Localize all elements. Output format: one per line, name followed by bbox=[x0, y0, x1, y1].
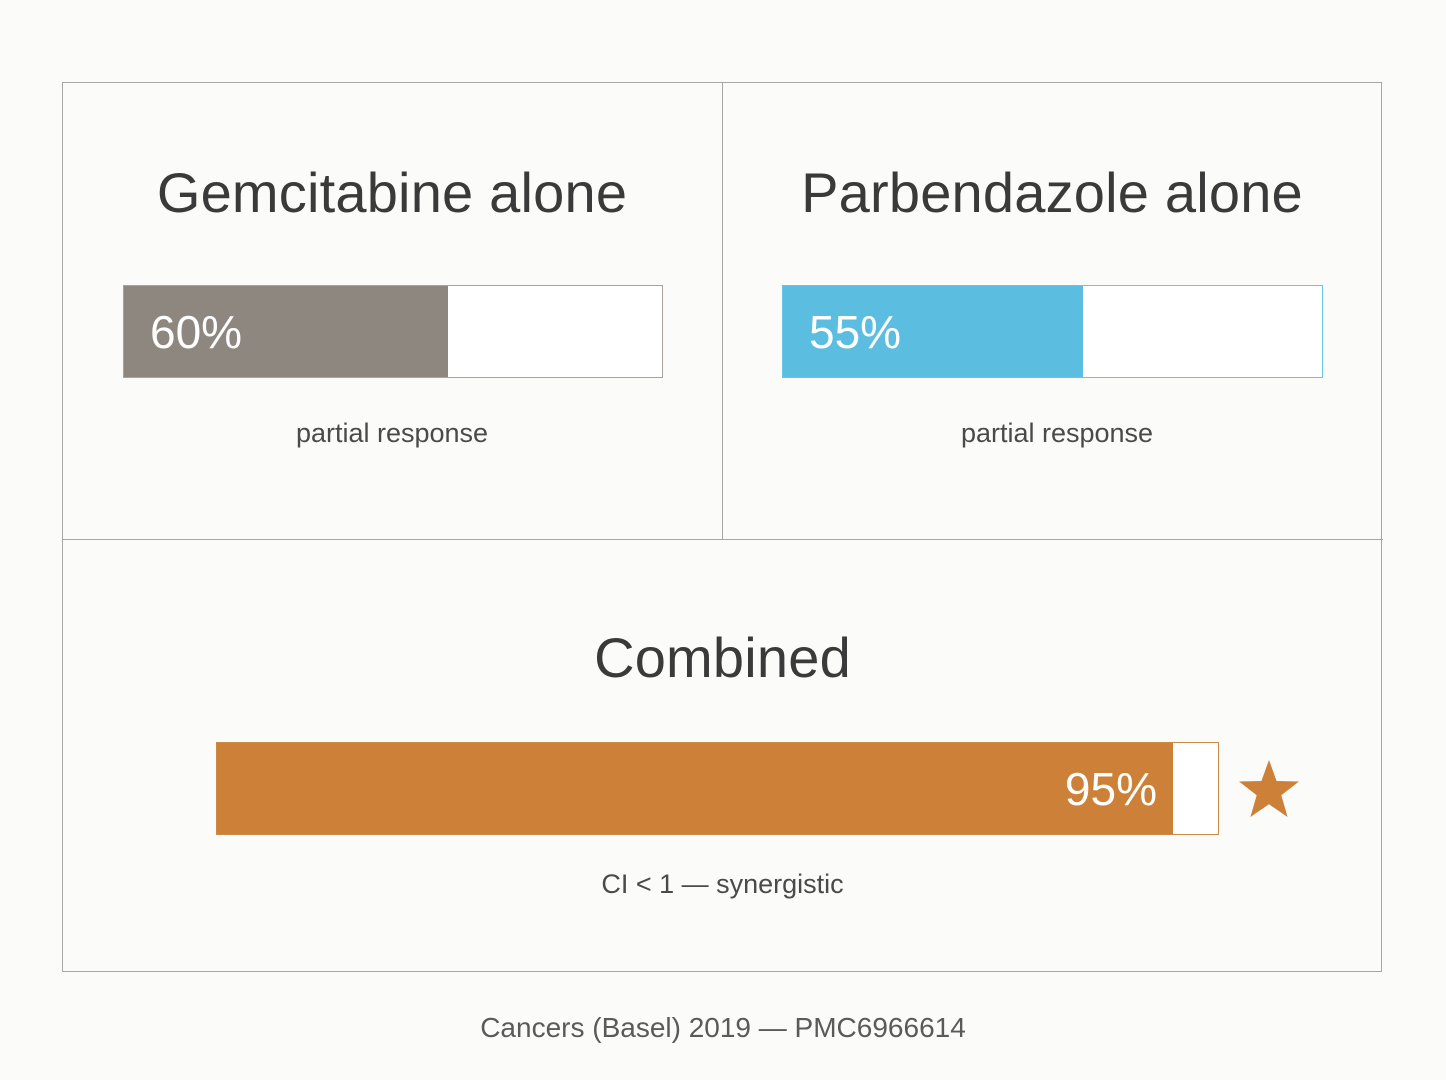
value-label: 95% bbox=[1064, 762, 1157, 815]
bar-fill: 60% bbox=[124, 286, 448, 377]
caption: CI < 1 — synergistic bbox=[601, 869, 844, 899]
value-label: 55% bbox=[809, 305, 902, 358]
bar-fill: 55% bbox=[783, 286, 1083, 377]
progress-bar-gemcitabine: 60% bbox=[123, 285, 663, 378]
value-label: 60% bbox=[150, 305, 243, 358]
bar-fill: 95% bbox=[217, 743, 1173, 834]
star-icon bbox=[1239, 760, 1299, 817]
panel-title: Parbendazole alone bbox=[801, 161, 1303, 224]
caption: partial response bbox=[960, 418, 1154, 448]
progress-bar-combined: 95% bbox=[216, 742, 1219, 835]
panel-title: Combined bbox=[594, 626, 851, 689]
vertical-divider bbox=[722, 82, 723, 540]
progress-bar-parbendazole: 55% bbox=[782, 285, 1323, 378]
panel-title: Gemcitabine alone bbox=[156, 161, 628, 224]
caption: partial response bbox=[295, 418, 489, 448]
citation-footer: Cancers (Basel) 2019 — PMC6966614 bbox=[480, 1012, 966, 1043]
